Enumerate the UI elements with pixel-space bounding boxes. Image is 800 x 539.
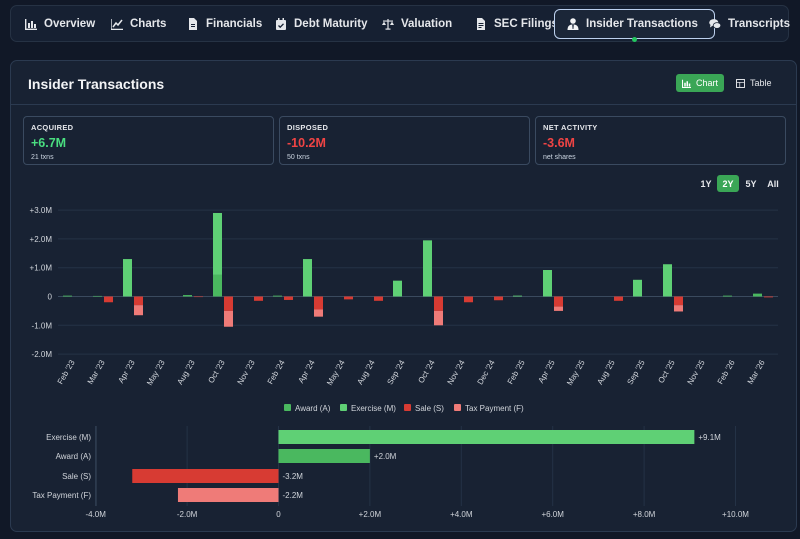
- tab-debt-maturity[interactable]: Debt Maturity: [275, 9, 367, 39]
- section-tab-bar: Overview Charts Financials Debt Maturity…: [10, 5, 790, 42]
- insider-transactions-panel: Insider Transactions Chart Table ACQUIRE…: [10, 60, 797, 532]
- user-tie-icon: [567, 18, 579, 30]
- range-1y-button[interactable]: 1Y: [700, 178, 712, 189]
- active-indicator: [632, 37, 638, 42]
- table-icon: [736, 78, 745, 88]
- scale-icon: [382, 19, 394, 30]
- tab-financials[interactable]: Financials: [187, 9, 262, 39]
- calendar-icon: [276, 18, 286, 30]
- panel-divider: [11, 104, 796, 105]
- stat-sub: 21 txns: [31, 154, 54, 161]
- chart-view-button[interactable]: Chart: [676, 74, 725, 92]
- stat-sub: 50 txns: [287, 154, 310, 161]
- tab-transcripts[interactable]: Transcripts: [709, 9, 790, 39]
- table-view-label: Table: [750, 78, 772, 88]
- tab-overview[interactable]: Overview: [25, 9, 95, 39]
- bar-chart-icon: [682, 79, 691, 88]
- bar-chart-icon: [25, 19, 37, 30]
- tab-label: Valuation: [401, 18, 453, 30]
- line-chart-icon: [111, 19, 123, 30]
- tab-insider-transactions[interactable]: Insider Transactions: [554, 9, 715, 42]
- tab-charts[interactable]: Charts: [111, 9, 166, 39]
- tab-label: Debt Maturity: [294, 18, 368, 30]
- tab-valuation[interactable]: Valuation: [382, 9, 452, 39]
- stat-value: +6.7M: [31, 136, 67, 150]
- stat-label: DISPOSED: [287, 123, 329, 132]
- tab-label: Financials: [206, 18, 263, 30]
- tab-sec-filings[interactable]: SEC Filings: [475, 9, 558, 39]
- tab-label: Transcripts: [728, 18, 790, 30]
- tab-label: SEC Filings: [494, 18, 558, 30]
- range-2y-button[interactable]: 2Y: [717, 175, 739, 192]
- stat-card-acquired: ACQUIRED +6.7M 21 txns: [23, 116, 274, 165]
- stat-label: NET ACTIVITY: [543, 123, 598, 132]
- stat-value: -10.2M: [287, 136, 326, 150]
- table-view-button[interactable]: Table: [730, 74, 778, 92]
- stat-value: -3.6M: [543, 136, 575, 150]
- file-text-icon: [477, 18, 485, 30]
- range-all-button[interactable]: All: [767, 178, 779, 189]
- tab-label: Insider Transactions: [586, 18, 698, 30]
- panel-title: Insider Transactions: [28, 76, 165, 92]
- chart-view-label: Chart: [696, 78, 719, 88]
- document-icon: [189, 18, 197, 30]
- chat-bubbles-icon: [709, 19, 721, 29]
- stat-card-net-activity: NET ACTIVITY -3.6M net shares: [535, 116, 786, 165]
- tab-label: Overview: [44, 18, 96, 30]
- tab-label: Charts: [130, 18, 167, 30]
- stat-label: ACQUIRED: [31, 123, 74, 132]
- stat-card-disposed: DISPOSED -10.2M 50 txns: [279, 116, 530, 165]
- range-5y-button[interactable]: 5Y: [745, 178, 757, 189]
- stat-sub: net shares: [543, 154, 576, 161]
